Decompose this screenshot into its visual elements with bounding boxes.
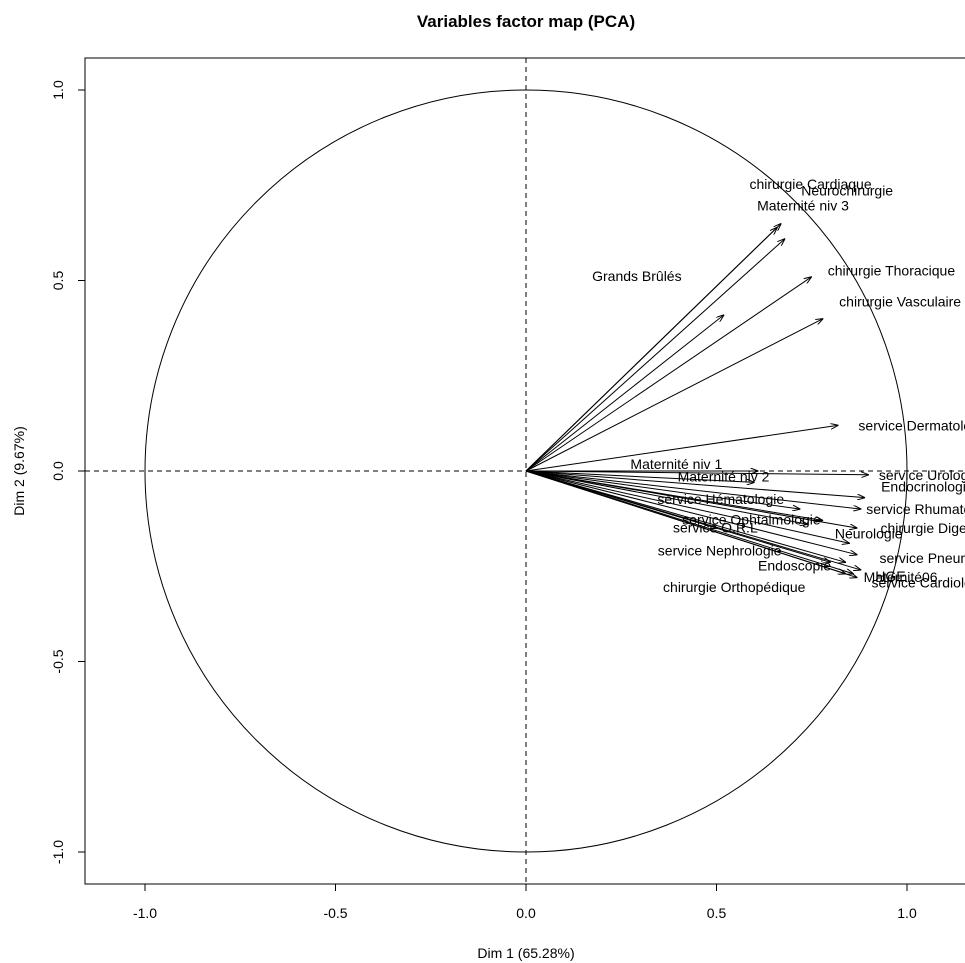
label-service-pneumologie: service Pneumologie bbox=[879, 550, 965, 566]
arrow-service-rhumatologie bbox=[525, 470, 861, 509]
x-tick-label: -0.5 bbox=[323, 905, 347, 921]
label-chirurgie-orthopedique: chirurgie Orthopédique bbox=[663, 579, 806, 595]
label-hge: HGE bbox=[875, 568, 905, 584]
label-neurologie: Neurologie bbox=[835, 525, 903, 541]
arrow-neurologie bbox=[525, 470, 850, 543]
label-maternite-niv-3: Maternité niv 3 bbox=[757, 198, 849, 214]
x-tick-label: 0.5 bbox=[707, 905, 727, 921]
x-axis-label: Dim 1 (65.28%) bbox=[477, 945, 574, 961]
arrow-endocrinologie bbox=[525, 470, 865, 498]
arrow-chirurgie-cardiaque bbox=[525, 227, 777, 472]
arrow-chirurgie-orthopedique bbox=[525, 470, 846, 574]
arrow-grands-brules bbox=[525, 315, 724, 472]
arrow-chirurgie-digestive bbox=[525, 470, 857, 528]
label-maternite-niv-2: Maternité niv 2 bbox=[678, 468, 770, 484]
label-chirurgie-thoracique: chirurgie Thoracique bbox=[828, 263, 956, 279]
label-service-nephrologie: service Nephrologie bbox=[658, 542, 782, 558]
y-tick-label: 0.5 bbox=[50, 271, 66, 291]
y-tick-label: 1.0 bbox=[50, 80, 66, 100]
y-tick-label: -0.5 bbox=[50, 649, 66, 673]
label-service-rhumatologie: service Rhumatologie bbox=[866, 501, 965, 517]
chart-title: Variables factor map (PCA) bbox=[417, 12, 635, 31]
arrow-service-urologie bbox=[525, 470, 869, 475]
label-endocrinologie: Endocrinologie bbox=[881, 479, 965, 495]
label-chirurgie-cardiaque: chirurgie Cardiaque bbox=[749, 176, 871, 192]
y-axis-label: Dim 2 (9.67%) bbox=[11, 426, 27, 515]
arrow-service-hematologie bbox=[525, 470, 800, 509]
label-chirurgie-digestive: chirurgie Digestive bbox=[880, 520, 965, 536]
arrow-maternite-niv-2 bbox=[525, 470, 755, 482]
label-service-hematologie: service Hématologie bbox=[657, 491, 784, 507]
label-service-cardiologie: service Cardiologie bbox=[871, 575, 965, 591]
x-tick-label: -1.0 bbox=[133, 905, 157, 921]
label-chirurgie-vasculaire: chirurgie Vasculaire bbox=[839, 294, 961, 310]
label-service-dermatologie: service Dermatologie bbox=[858, 417, 965, 433]
arrow-service-dermatologie bbox=[525, 425, 838, 472]
arrow-service-nephrologie bbox=[525, 470, 831, 562]
label-maternite-niv-1: Maternité niv 1 bbox=[630, 456, 722, 472]
arrow-chirurgie-thoracique bbox=[525, 277, 812, 472]
arrow-service-pneumologie bbox=[525, 470, 857, 555]
label-service-urologie: service Urologie bbox=[879, 467, 965, 483]
label-maternite06: Maternité06 bbox=[864, 569, 938, 585]
y-tick-label: 0.0 bbox=[50, 461, 66, 481]
x-tick-label: 1.0 bbox=[897, 905, 917, 921]
x-tick-label: 0.0 bbox=[516, 905, 536, 921]
arrow-maternite-niv-3 bbox=[525, 239, 785, 472]
label-neurochirurgie: Neurochirurgie bbox=[801, 182, 893, 198]
arrow-chirurgie-vasculaire bbox=[525, 319, 823, 472]
arrow-service-o-r-l bbox=[525, 470, 808, 524]
y-tick-label: -1.0 bbox=[50, 840, 66, 864]
label-grands-brules: Grands Brûlés bbox=[592, 268, 681, 284]
